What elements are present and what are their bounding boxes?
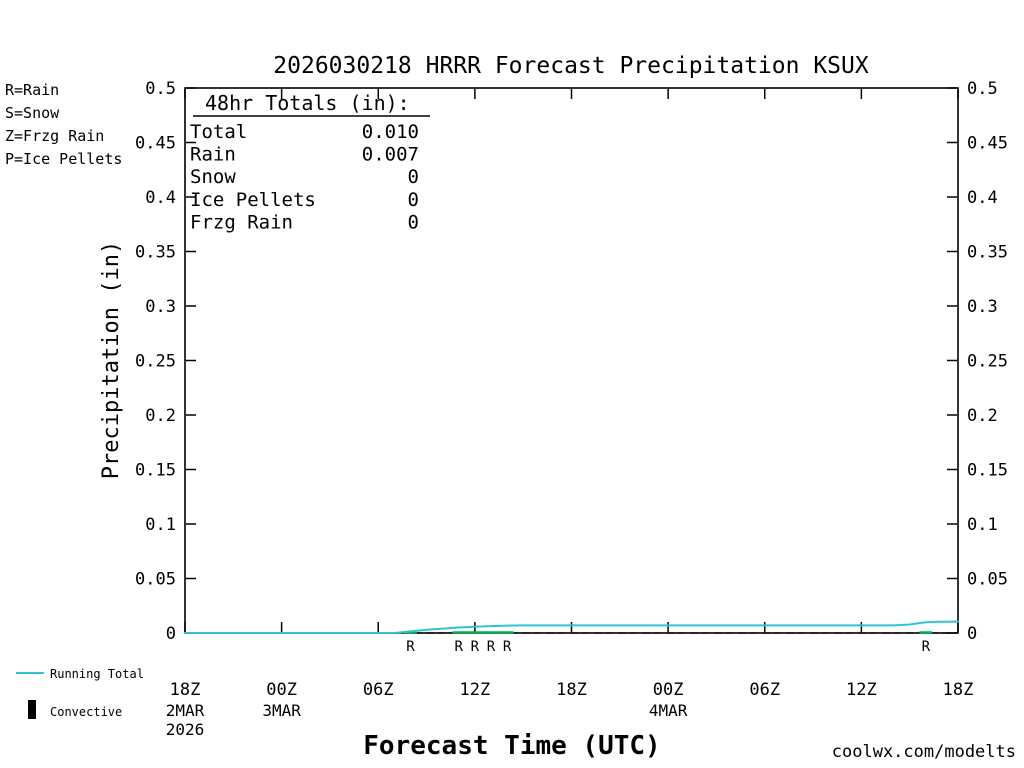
- totals-row-label: Total: [190, 121, 247, 143]
- x-tick-label: 18Z: [556, 680, 587, 700]
- totals-row-value: 0: [408, 211, 419, 233]
- rain-marker: R: [503, 639, 512, 655]
- x-tick-label: 00Z: [653, 680, 684, 700]
- y-tick-label-right: 0: [967, 624, 977, 644]
- rain-marker: R: [471, 639, 480, 655]
- totals-row-value: 0: [408, 166, 419, 188]
- y-tick-label-left: 0: [166, 624, 176, 644]
- totals-row-value: 0.010: [362, 121, 419, 143]
- running-total-line: [184, 620, 959, 634]
- x-tick-label: 06Z: [749, 680, 780, 700]
- legend-label: Convective: [50, 705, 122, 719]
- totals-heading: 48hr Totals (in):: [205, 91, 410, 115]
- x-tick-label: 18Z: [943, 680, 974, 700]
- rain-marker: R: [487, 639, 496, 655]
- y-tick-label-right: 0.1: [967, 515, 998, 535]
- totals-row-value: 0: [408, 189, 419, 211]
- type-legend-item: Z=Frzg Rain: [5, 127, 104, 145]
- totals-row-value: 0.007: [362, 144, 419, 166]
- y-tick-label-right: 0.2: [967, 406, 998, 426]
- x-tick-label: 12Z: [846, 680, 877, 700]
- y-tick-label-left: 0.45: [135, 134, 176, 154]
- watermark-link: coolwx.com/modelts: [832, 742, 1016, 762]
- x-tick-label: 12Z: [460, 680, 491, 700]
- rain-marker: R: [455, 639, 464, 655]
- x-date-label: 2MAR: [166, 701, 205, 720]
- x-tick-label: 18Z: [170, 680, 201, 700]
- y-tick-label-left: 0.1: [145, 515, 176, 535]
- x-date-label: 4MAR: [649, 701, 688, 720]
- y-tick-label-left: 0.05: [135, 570, 176, 590]
- type-legend-item: R=Rain: [5, 81, 59, 99]
- y-tick-label-right: 0.35: [967, 243, 1008, 263]
- y-tick-label-right: 0.15: [967, 461, 1008, 481]
- y-tick-label-left: 0.15: [135, 461, 176, 481]
- y-tick-label-left: 0.25: [135, 352, 176, 372]
- y-tick-label-right: 0.4: [967, 188, 998, 208]
- totals-row-label: Snow: [190, 166, 236, 188]
- y-tick-label-left: 0.5: [145, 79, 176, 99]
- rain-marker: R: [406, 639, 415, 655]
- legend-bar-swatch: [28, 700, 36, 719]
- totals-row-label: Ice Pellets: [190, 189, 316, 211]
- rain-marker: R: [922, 639, 931, 655]
- y-tick-label-left: 0.4: [145, 188, 176, 208]
- y-tick-label-left: 0.3: [145, 297, 176, 317]
- y-tick-label-right: 0.05: [967, 570, 1008, 590]
- type-legend-item: S=Snow: [5, 104, 60, 122]
- type-legend-item: P=Ice Pellets: [5, 150, 122, 168]
- y-tick-label-left: 0.35: [135, 243, 176, 263]
- x-date-label: 2026: [166, 720, 205, 739]
- x-tick-label: 06Z: [363, 680, 394, 700]
- y-tick-label-right: 0.5: [967, 79, 998, 99]
- legend-label: Running Total: [50, 667, 144, 681]
- x-tick-label: 00Z: [266, 680, 297, 700]
- y-tick-label-right: 0.45: [967, 134, 1008, 154]
- y-tick-label-right: 0.25: [967, 352, 1008, 372]
- x-axis-title: Forecast Time (UTC): [363, 731, 660, 761]
- y-tick-label-left: 0.2: [145, 406, 176, 426]
- y-tick-label-right: 0.3: [967, 297, 998, 317]
- plot-border: [184, 87, 959, 634]
- y-axis-label: Precipitation (in): [99, 241, 124, 479]
- x-date-label: 3MAR: [262, 701, 301, 720]
- totals-row-label: Frzg Rain: [190, 211, 293, 233]
- chart-title: 2026030218 HRRR Forecast Precipitation K…: [273, 53, 869, 79]
- totals-row-label: Rain: [190, 144, 236, 166]
